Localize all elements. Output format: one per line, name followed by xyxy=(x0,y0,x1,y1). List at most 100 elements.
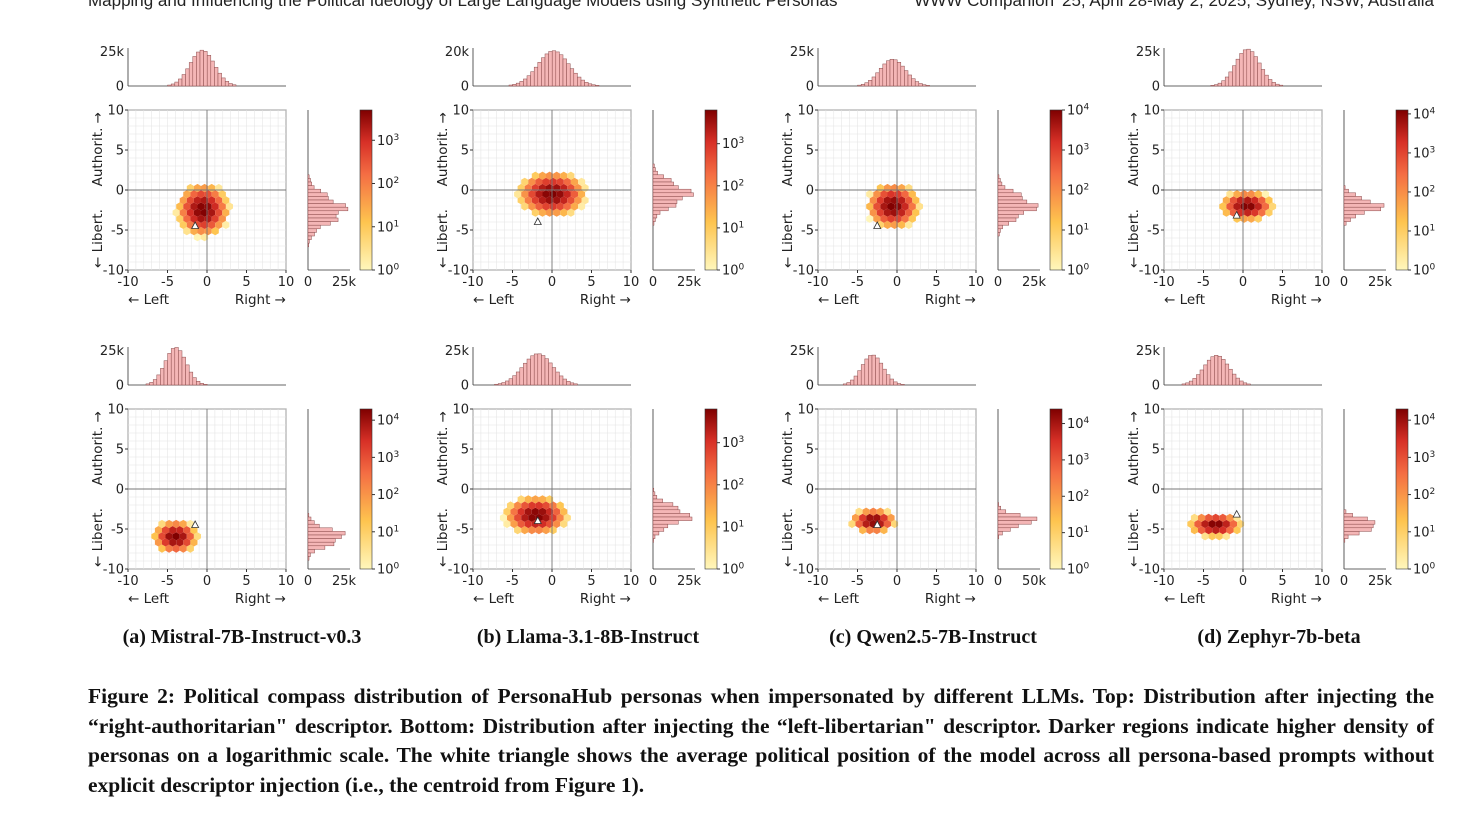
hex-cell xyxy=(510,519,518,529)
right-hist-bar xyxy=(307,199,334,204)
right-hist-bar xyxy=(652,523,669,529)
hex-cell xyxy=(528,190,536,199)
top-hist-bar xyxy=(548,51,553,87)
x-axis-label-right: Right → xyxy=(925,292,976,308)
right-hist-bar xyxy=(997,531,1003,536)
hex-cell xyxy=(578,177,586,186)
hex-cell xyxy=(546,507,554,516)
colorbar-tick-label: 101 xyxy=(722,519,744,535)
right-hist-bar xyxy=(1343,509,1347,514)
top-hist-bar xyxy=(1210,356,1215,386)
hex-cell xyxy=(507,513,515,522)
y-tick-label: -10 xyxy=(448,563,469,578)
x-axis-label-left: ← Left xyxy=(1164,292,1205,308)
hex-cell xyxy=(524,519,532,529)
right-hist-bar xyxy=(652,538,654,543)
hex-cell xyxy=(887,513,895,522)
colorbar xyxy=(704,109,718,271)
x-tick-label: -5 xyxy=(1197,275,1210,290)
hex-cell xyxy=(1229,519,1237,529)
hex-cell xyxy=(553,171,561,180)
y-tick-label: -10 xyxy=(1139,264,1160,279)
top-hist-bar xyxy=(559,54,564,87)
y-tick-label: 10 xyxy=(797,403,814,418)
right-hist-bar xyxy=(307,545,326,550)
hex-cell xyxy=(197,227,205,236)
x-axis-label-right: Right → xyxy=(580,292,631,308)
x-tick-label: 5 xyxy=(242,275,250,290)
y-tick-label: 10 xyxy=(107,403,124,418)
top-hist-bar xyxy=(512,84,517,87)
right-hist-bar xyxy=(1343,534,1349,539)
top-hist-bar xyxy=(544,53,549,87)
right-hist-tick-max: 25k xyxy=(1368,574,1393,589)
colorbar-tick-label: 100 xyxy=(377,562,400,578)
colorbar-tick-label: 101 xyxy=(377,219,399,235)
top-hist-bar xyxy=(224,81,230,87)
y-tick-label: 5 xyxy=(116,443,124,458)
right-hist-bar xyxy=(652,516,693,521)
top-hist-bar xyxy=(145,383,150,386)
top-hist-bar xyxy=(1253,56,1258,87)
hex-cell xyxy=(1194,519,1202,529)
colorbar-tick-label: 102 xyxy=(1067,183,1089,199)
top-hist-bar xyxy=(875,72,880,87)
hex-cell xyxy=(567,208,575,217)
hex-cell xyxy=(859,513,867,522)
right-hist-bar xyxy=(997,210,1024,215)
hex-cell xyxy=(190,202,198,211)
hex-cell xyxy=(514,501,522,510)
x-tick-label: -10 xyxy=(117,275,138,290)
top-hist-bar xyxy=(214,67,219,87)
hex-cell xyxy=(1190,526,1198,535)
hex-cell xyxy=(1219,202,1227,211)
hex-cell xyxy=(222,208,230,217)
top-hist-bar xyxy=(1242,382,1248,386)
hex-cell xyxy=(1219,513,1227,522)
y-tick-label: 5 xyxy=(461,144,469,159)
hex-cell xyxy=(578,190,586,199)
x-tick-label: 0 xyxy=(203,275,211,290)
hex-cell xyxy=(1261,190,1269,199)
top-hist-tick-zero: 0 xyxy=(116,80,124,95)
top-hist-bar xyxy=(537,353,542,386)
hex-cell xyxy=(553,208,561,217)
top-hist-bar xyxy=(896,383,902,386)
hex-cell xyxy=(211,227,219,236)
hex-cell xyxy=(570,177,578,186)
hex-cell xyxy=(162,538,170,547)
x-tick-label: -5 xyxy=(506,574,519,589)
colorbar xyxy=(1395,109,1409,271)
hex-cell xyxy=(183,214,191,223)
y-tick-label: -5 xyxy=(801,523,814,538)
hex-cell xyxy=(866,526,874,535)
top-hist-tick-max: 25k xyxy=(100,45,125,60)
hex-cell xyxy=(176,538,184,547)
x-tick-label: -10 xyxy=(117,574,138,589)
hex-cell xyxy=(1190,513,1198,522)
top-hist-bar xyxy=(860,83,866,87)
subfigure-label-c: (c) Qwen2.5-7B-Instruct xyxy=(829,626,1037,648)
hex-cell xyxy=(542,526,550,535)
right-hist-bar xyxy=(997,527,1011,532)
colorbar-tick-label: 101 xyxy=(722,220,744,236)
top-hist-bar xyxy=(1275,83,1280,87)
hex-cell xyxy=(521,513,529,522)
hex-cell xyxy=(165,532,173,541)
right-hist-bar xyxy=(307,239,310,244)
hex-cell xyxy=(524,495,532,504)
hex-cell xyxy=(531,208,539,217)
top-hist-bar xyxy=(566,381,571,386)
colorbar-tick-label: 101 xyxy=(1067,223,1089,239)
right-hist-bar xyxy=(997,178,1001,183)
hex-cell xyxy=(158,532,166,541)
hex-cell xyxy=(208,196,216,205)
top-hist-bar xyxy=(206,55,212,87)
top-hist-bar xyxy=(846,382,851,386)
right-hist-tick-zero: 0 xyxy=(994,574,1002,589)
centroid-triangle xyxy=(1232,210,1241,219)
hex-cell xyxy=(176,526,184,535)
